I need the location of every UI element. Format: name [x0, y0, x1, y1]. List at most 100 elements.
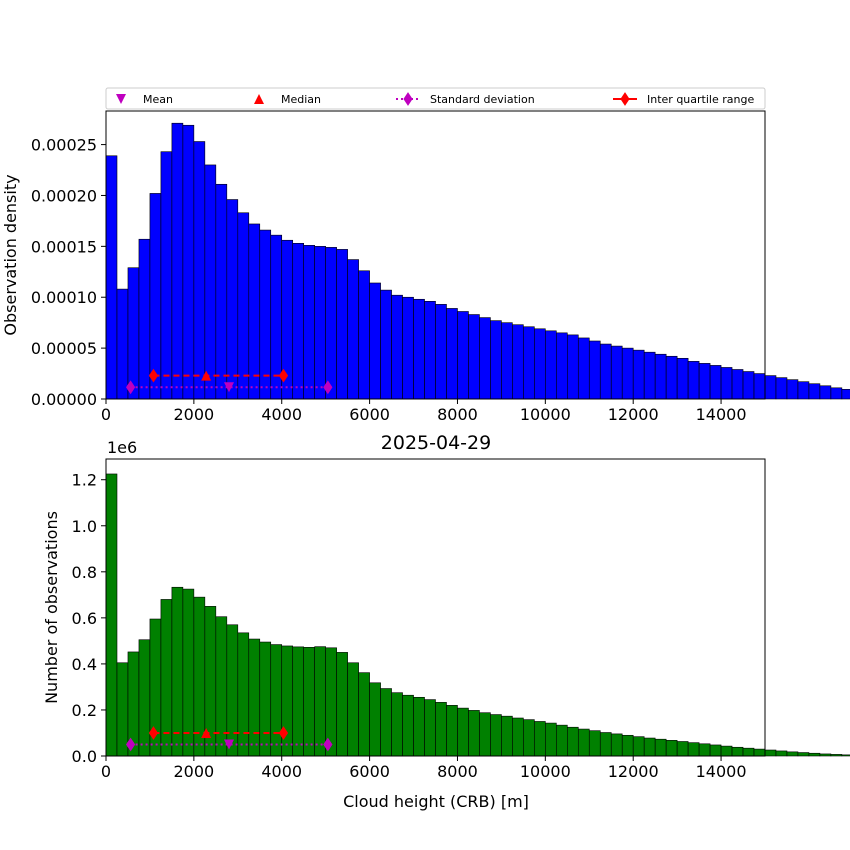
- std-low-marker: [126, 380, 136, 395]
- histogram-bar: [457, 707, 469, 757]
- histogram-bar: [402, 296, 414, 400]
- legend-label: Mean: [143, 93, 173, 106]
- legend-entry: Standard deviation: [396, 92, 535, 106]
- histogram-bar: [193, 141, 206, 400]
- histogram-bar: [171, 586, 184, 757]
- mean-marker: [224, 382, 235, 393]
- x-tick-label: 2000: [174, 762, 215, 781]
- legend-diamond-marker: [403, 92, 413, 106]
- histogram-bar: [577, 728, 590, 757]
- histogram-bar: [303, 245, 315, 400]
- x-tick-label: 10000: [520, 405, 571, 424]
- histogram-bar: [643, 737, 656, 757]
- histogram-bar: [237, 632, 250, 757]
- histogram-bar: [786, 379, 799, 400]
- histogram-bar: [336, 249, 348, 400]
- histogram-bar: [775, 377, 788, 400]
- histogram-bar: [160, 151, 173, 400]
- y-tick-label: 0.0: [72, 747, 97, 766]
- histogram-bar: [534, 721, 546, 757]
- y-tick-label: 0.8: [72, 563, 97, 582]
- histogram-bar: [479, 712, 491, 757]
- histogram-bar: [588, 730, 601, 757]
- histogram-bar: [314, 646, 326, 757]
- density-ylabel: Observation density: [1, 174, 20, 335]
- histogram-bar: [215, 616, 228, 757]
- histogram-bar: [819, 385, 832, 400]
- histogram-bar: [490, 714, 502, 757]
- histogram-bar: [105, 473, 118, 757]
- histogram-bar: [665, 355, 678, 400]
- histogram-bar: [479, 317, 491, 400]
- legend-mean-marker: [116, 94, 126, 104]
- histogram-bar: [545, 722, 557, 757]
- histogram-bar: [501, 715, 513, 757]
- iqr-high-marker: [278, 368, 289, 383]
- histogram-bar: [105, 155, 118, 400]
- histogram-bar: [610, 733, 623, 757]
- figure-title: 2025-04-29: [381, 432, 491, 454]
- x-tick-label: 14000: [696, 405, 747, 424]
- iqr-low-marker: [148, 368, 159, 383]
- x-tick-label: 12000: [608, 762, 659, 781]
- histogram-bar: [259, 229, 272, 400]
- histogram-bar: [380, 688, 392, 757]
- y-tick-label: 0.6: [72, 609, 97, 628]
- histogram-bar: [424, 301, 436, 400]
- legend-label: Standard deviation: [430, 93, 535, 106]
- histogram-bar: [643, 351, 656, 400]
- histogram-bar: [248, 223, 261, 400]
- histogram-bar: [621, 347, 634, 400]
- count-histogram: 0 2000 4000 6000 8000 10000 12000 14000 0.0 0.2 0…: [42, 438, 850, 781]
- density-plot-frame: [105, 110, 766, 400]
- histogram-bar: [841, 389, 850, 400]
- histogram-bar: [523, 719, 535, 757]
- histogram-bar: [292, 646, 305, 757]
- histogram-bar: [753, 373, 766, 400]
- histogram-bar: [490, 320, 502, 400]
- legend-frame: [105, 87, 766, 110]
- histogram-bar: [797, 381, 810, 400]
- histogram-bar: [676, 357, 689, 400]
- histogram-bar: [556, 332, 568, 400]
- x-tick-label: 4000: [261, 405, 302, 424]
- count-ylabel: Number of observations: [42, 511, 61, 704]
- histogram-bar: [138, 238, 151, 400]
- histogram-bar: [534, 328, 546, 400]
- histogram-bar: [764, 749, 777, 757]
- histogram-bar: [391, 692, 403, 757]
- y-tick-label: 0.00010: [31, 288, 97, 307]
- histogram-bar: [336, 652, 348, 757]
- histogram-bar: [830, 387, 843, 400]
- legend-entry: Mean: [116, 93, 173, 106]
- histogram-bar: [698, 363, 711, 400]
- histogram-bar: [391, 294, 403, 400]
- histogram-bar: [138, 639, 151, 757]
- y-tick-label: 0.2: [72, 701, 97, 720]
- histogram-bar: [347, 259, 359, 400]
- histogram-bar: [402, 694, 414, 757]
- histogram-bar: [808, 383, 821, 400]
- histogram-bar: [413, 298, 425, 400]
- histogram-bar: [654, 353, 667, 400]
- x-tick-label: 2000: [174, 405, 215, 424]
- histogram-bar: [226, 199, 239, 400]
- y-tick-label: 0.00000: [31, 390, 97, 409]
- histogram-bar: [720, 745, 733, 757]
- histogram-bar: [501, 322, 513, 400]
- histogram-bar: [413, 696, 425, 757]
- count-plot-frame: [105, 458, 766, 757]
- y-tick-label: 0.00015: [31, 237, 97, 256]
- histogram-bar: [731, 746, 744, 757]
- histogram-bar: [259, 641, 272, 757]
- legend-median-marker: [254, 94, 264, 104]
- legend-entry: Median: [254, 93, 321, 106]
- histogram-bar: [830, 754, 843, 757]
- histogram-bar: [512, 324, 524, 400]
- histogram-bar: [610, 345, 623, 400]
- histogram-bar: [698, 743, 711, 757]
- y-tick-label: 1.2: [72, 471, 97, 490]
- density-histogram: 0 2000 4000 6000 8000 10000 12000 14000 0.00000…: [1, 110, 850, 424]
- histogram-bar: [314, 246, 326, 400]
- histogram-bar: [665, 740, 678, 757]
